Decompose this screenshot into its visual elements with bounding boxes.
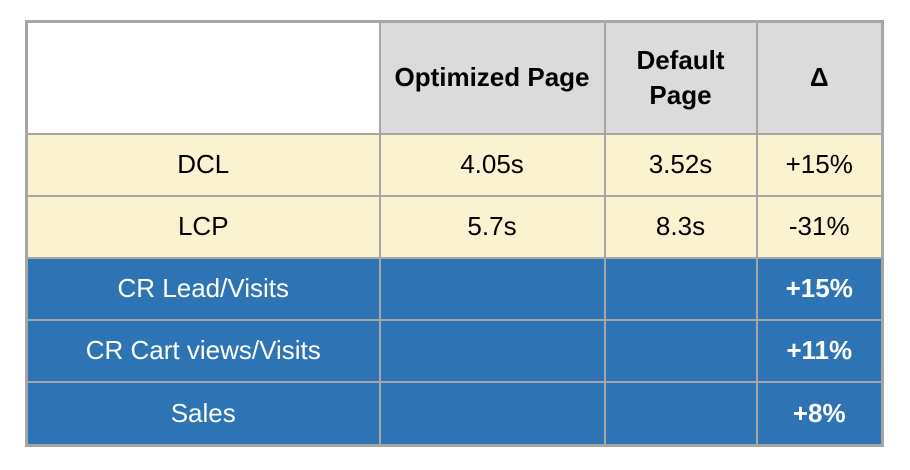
table-row-sales: Sales +8% — [25, 380, 884, 447]
default-value — [603, 256, 758, 321]
column-header-optimized-page: Optimized Page — [378, 20, 606, 135]
delta-value: +11% — [755, 318, 884, 383]
metric-label: Sales — [25, 380, 381, 447]
table-row-cr-lead-visits: CR Lead/Visits +15% — [25, 256, 884, 321]
optimized-value — [378, 380, 606, 447]
default-value: 8.3s — [603, 194, 758, 259]
delta-value: +15% — [755, 256, 884, 321]
metric-label: DCL — [25, 132, 381, 197]
optimized-value: 4.05s — [378, 132, 606, 197]
column-header-delta: Δ — [755, 20, 884, 135]
metrics-comparison-table: Optimized Page Default Page Δ DCL 4.05s … — [25, 20, 884, 447]
default-value — [603, 318, 758, 383]
optimized-value: 5.7s — [378, 194, 606, 259]
table-row-dcl: DCL 4.05s 3.52s +15% — [25, 132, 884, 197]
delta-value: +15% — [755, 132, 884, 197]
metric-label: LCP — [25, 194, 381, 259]
metric-label: CR Cart views/Visits — [25, 318, 381, 383]
delta-value: -31% — [755, 194, 884, 259]
optimized-value — [378, 318, 606, 383]
default-value: 3.52s — [603, 132, 758, 197]
table-row-lcp: LCP 5.7s 8.3s -31% — [25, 194, 884, 259]
table-row-cr-cart-views-visits: CR Cart views/Visits +11% — [25, 318, 884, 383]
column-header-default-page: Default Page — [603, 20, 758, 135]
optimized-value — [378, 256, 606, 321]
default-value — [603, 380, 758, 447]
corner-header-cell — [25, 20, 381, 135]
table-header-row: Optimized Page Default Page Δ — [25, 20, 884, 135]
delta-value: +8% — [755, 380, 884, 447]
metric-label: CR Lead/Visits — [25, 256, 381, 321]
